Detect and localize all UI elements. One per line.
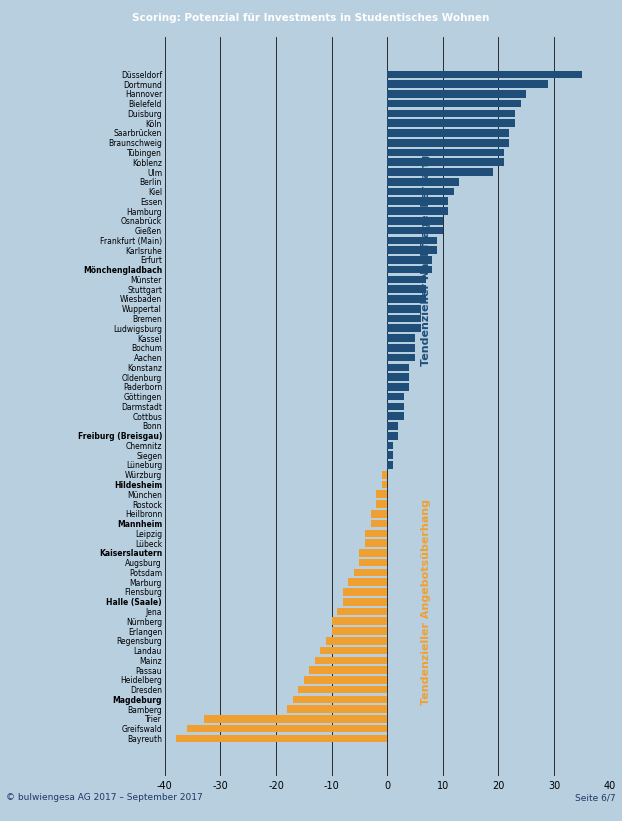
Bar	[387, 178, 460, 186]
Bar	[365, 530, 387, 537]
Bar	[360, 559, 387, 566]
Bar	[387, 402, 404, 410]
Bar	[371, 510, 387, 517]
Bar	[360, 549, 387, 557]
Bar	[387, 334, 415, 342]
Bar	[387, 168, 493, 176]
Bar	[387, 276, 426, 283]
Bar	[387, 374, 409, 381]
Bar	[332, 617, 387, 625]
Bar	[376, 500, 387, 508]
Bar	[387, 119, 515, 127]
Bar	[387, 139, 509, 146]
Bar	[387, 452, 392, 459]
Bar	[387, 344, 415, 351]
Bar	[287, 705, 387, 713]
Bar	[326, 637, 387, 644]
Bar	[343, 588, 387, 596]
Bar	[387, 158, 504, 166]
Bar	[348, 578, 387, 586]
Bar	[387, 71, 582, 78]
Bar	[387, 392, 404, 401]
Bar	[387, 383, 409, 391]
Bar	[382, 471, 387, 479]
Bar	[343, 598, 387, 606]
Bar	[387, 198, 448, 205]
Text: © bulwiengesa AG 2017 – September 2017: © bulwiengesa AG 2017 – September 2017	[6, 793, 203, 802]
Bar	[354, 569, 387, 576]
Bar	[382, 481, 387, 488]
Bar	[309, 667, 387, 674]
Bar	[376, 490, 387, 498]
Bar	[315, 657, 387, 664]
Bar	[304, 676, 387, 684]
Bar	[387, 314, 420, 323]
Bar	[387, 188, 454, 195]
Text: Tendenzieller Nachfrageüberhang: Tendenzieller Nachfrageüberhang	[420, 154, 430, 365]
Bar	[387, 109, 515, 117]
Bar	[387, 422, 398, 429]
Bar	[387, 80, 549, 88]
Bar	[293, 695, 387, 704]
Bar	[387, 364, 409, 371]
Bar	[187, 725, 387, 732]
Bar	[387, 227, 443, 235]
Bar	[387, 236, 437, 244]
Bar	[387, 256, 432, 264]
Bar	[332, 627, 387, 635]
Bar	[387, 90, 526, 98]
Bar	[298, 686, 387, 694]
Bar	[387, 412, 404, 420]
Bar	[204, 715, 387, 722]
Bar	[371, 520, 387, 527]
Bar	[387, 305, 420, 313]
Bar	[320, 647, 387, 654]
Bar	[387, 432, 398, 439]
Bar	[387, 286, 426, 293]
Text: Scoring: Potenzial für Investments in Studentisches Wohnen: Scoring: Potenzial für Investments in St…	[132, 12, 490, 23]
Bar	[387, 207, 448, 215]
Bar	[387, 354, 415, 361]
Bar	[365, 539, 387, 547]
Bar	[387, 461, 392, 469]
Bar	[337, 608, 387, 615]
Bar	[387, 149, 504, 156]
Bar	[387, 296, 426, 303]
Bar	[387, 266, 432, 273]
Bar	[387, 100, 521, 108]
Bar	[387, 324, 420, 332]
Bar	[387, 217, 443, 225]
Bar	[387, 246, 437, 254]
Text: Seite 6/7: Seite 6/7	[575, 793, 616, 802]
Bar	[387, 442, 392, 449]
Text: Tendenzieller Angebotsüberhang: Tendenzieller Angebotsüberhang	[420, 498, 430, 704]
Bar	[176, 735, 387, 742]
Bar	[387, 129, 509, 137]
